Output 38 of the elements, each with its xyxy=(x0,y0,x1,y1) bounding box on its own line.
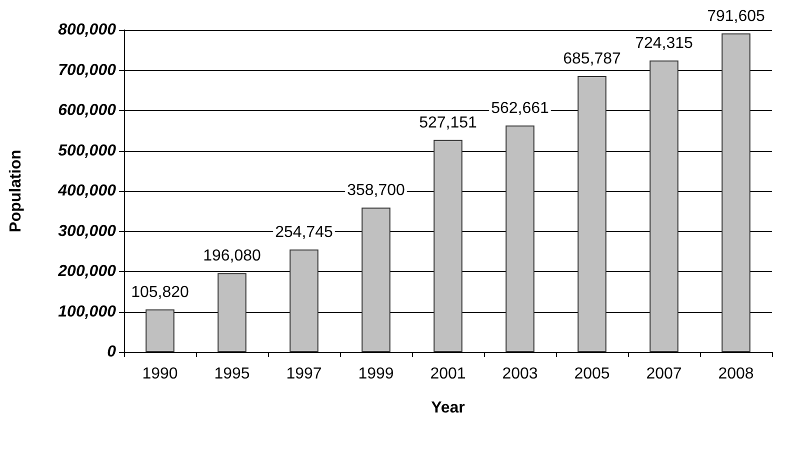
data-label: 254,745 xyxy=(275,224,334,241)
data-label: 791,605 xyxy=(707,8,766,25)
data-label: 562,661 xyxy=(491,100,550,118)
bar xyxy=(362,208,390,352)
x-tick-label: 2005 xyxy=(574,366,610,382)
y-tick-label: 500,000 xyxy=(58,142,116,160)
x-tick-label: 1997 xyxy=(286,366,322,382)
bar xyxy=(506,126,534,352)
x-tick-label: 2003 xyxy=(502,366,538,382)
y-tick-label: 100,000 xyxy=(58,303,116,320)
data-label: 724,315 xyxy=(635,34,694,52)
bar xyxy=(290,249,318,352)
bar xyxy=(434,140,462,352)
x-axis-title: Year xyxy=(431,400,465,416)
data-label: 527,151 xyxy=(419,114,478,132)
bar xyxy=(218,273,246,352)
data-label: 358,700 xyxy=(347,182,406,200)
y-axis-title: Population xyxy=(8,150,24,232)
x-tick-label: 2001 xyxy=(430,366,466,382)
bar xyxy=(722,33,750,352)
bar xyxy=(578,76,606,352)
x-tick-label: 1995 xyxy=(214,366,250,382)
data-label: 196,080 xyxy=(203,248,262,265)
bar xyxy=(650,60,678,352)
y-tick-label: 600,000 xyxy=(58,102,116,119)
y-tick-label: 0 xyxy=(107,344,116,360)
y-tick-label: 300,000 xyxy=(58,222,116,240)
data-label: 105,820 xyxy=(131,284,190,301)
bar xyxy=(146,309,174,352)
x-tick-label: 1999 xyxy=(358,366,394,382)
x-tick-label: 1990 xyxy=(142,366,178,382)
x-tick-label: 2008 xyxy=(718,366,754,382)
y-tick-label: 200,000 xyxy=(57,263,116,280)
y-tick-label: 800,000 xyxy=(58,22,116,38)
y-tick-label: 400,000 xyxy=(57,182,116,200)
y-tick-label: 700,000 xyxy=(58,62,116,79)
x-tick-label: 2007 xyxy=(646,366,682,382)
data-label: 685,787 xyxy=(563,50,622,68)
